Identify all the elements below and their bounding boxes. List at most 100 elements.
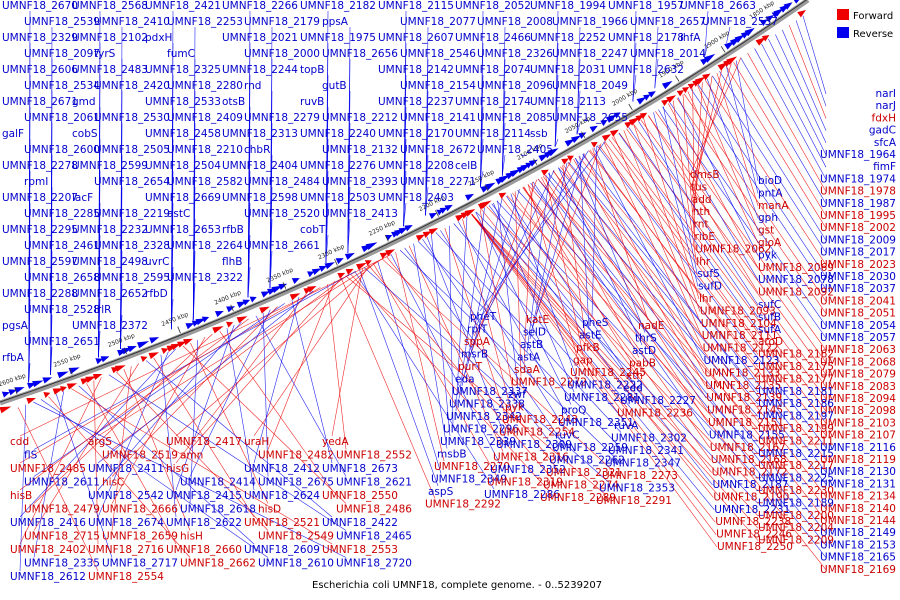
mid-gene-label: UMNF18_2175 <box>758 361 834 373</box>
forward-gene-feature <box>761 34 770 42</box>
outer-gene-label: UMNF18_2606 <box>2 64 78 76</box>
forward-gene-feature <box>428 227 439 235</box>
mid-gene-connector <box>658 109 759 281</box>
right-gene-label: UMNF18_2116 <box>820 442 896 454</box>
outer-gene-label: UMNF18_2096 <box>477 80 553 92</box>
outer-gene-connector <box>170 298 174 330</box>
forward-gene-feature <box>694 76 706 86</box>
bottom-gene-connector <box>108 374 347 531</box>
outer-gene-label: UMNF18_2534 <box>24 80 100 92</box>
reverse-gene-feature <box>127 345 137 353</box>
reverse-gene-feature <box>793 0 800 4</box>
bottom-gene-label: UMNF18_2662 <box>180 558 256 570</box>
reverse-gene-feature <box>547 148 559 157</box>
inner-gene-connector <box>359 269 439 487</box>
bottom-gene-connector <box>71 388 333 545</box>
bottom-gene-label: UMNF18_2611 <box>24 477 100 489</box>
bottom-gene-label: UMNF18_2554 <box>88 571 164 583</box>
outer-gene-label: lacF <box>72 192 93 204</box>
bottom-gene-label: UMNF18_2411 <box>88 463 164 475</box>
bottom-gene-label: UMNF18_2659 <box>102 531 178 543</box>
inner-gene-label: UMNF18_2254 <box>499 427 575 439</box>
inner-gene-connector <box>535 143 602 315</box>
mid-gene-label: UMNF18_2123 <box>704 355 780 367</box>
position-tick <box>435 210 439 217</box>
right-gene-connector <box>662 106 827 339</box>
outer-gene-label: UMNF18_2653 <box>145 224 221 236</box>
mid-gene-label: UMNF18_2093 <box>700 305 776 317</box>
right-gene-label: UMNF18_1987 <box>820 198 896 210</box>
bottom-gene-label: UMNF18_2479 <box>24 504 100 516</box>
bottom-gene-label: UMNF18_2519 <box>102 450 178 462</box>
mid-gene-connector <box>667 103 759 268</box>
outer-gene-label: UMNF18_2113 <box>530 96 606 108</box>
right-gene-label: UMNF18_1964 <box>820 149 896 161</box>
forward-gene-feature <box>479 200 492 209</box>
inner-gene-label: UMNF18_2351 <box>558 417 634 429</box>
mid-gene-label: UMNF18_2122 <box>703 343 779 355</box>
outer-gene-label: UMNF18_2498 <box>72 256 148 268</box>
outer-gene-connector <box>98 298 101 358</box>
outer-gene-label: UMNF18_2670 <box>2 0 78 12</box>
outer-gene-label: rnd <box>244 80 261 92</box>
outer-gene-label: UMNF18_2654 <box>94 176 170 188</box>
bottom-gene-label: UMNF18_2715 <box>24 531 100 543</box>
outer-gene-label: UMNF18_2000 <box>244 48 320 60</box>
bottom-gene-label: cdd <box>10 436 29 448</box>
mid-gene-label: UMNF18_2151 <box>708 417 784 429</box>
backbone-band <box>0 0 810 406</box>
inner-gene-label: UMNF18_2259 <box>552 442 628 454</box>
bottom-gene-label: flS <box>24 450 38 462</box>
right-gene-label: UMNF18_2144 <box>820 515 896 527</box>
right-gene-label: UMNF18_2051 <box>820 308 896 320</box>
outer-gene-label: fumC <box>167 48 195 60</box>
reverse-gene-feature <box>783 2 793 10</box>
forward-gene-feature <box>797 9 806 18</box>
mid-gene-connector <box>663 106 698 275</box>
outer-gene-label: UMNF18_2328 <box>94 240 170 252</box>
bottom-gene-connector <box>19 404 27 572</box>
inner-gene-label: msrB <box>461 349 488 361</box>
reverse-gene-feature <box>214 310 224 318</box>
outer-gene-label: UMNF18_2504 <box>145 160 221 172</box>
outer-gene-label: rfbB <box>222 224 244 236</box>
right-gene-connector <box>698 84 827 278</box>
outer-gene-label: ruvB <box>300 96 324 108</box>
mid-gene-connector <box>643 118 700 300</box>
forward-gene-feature <box>66 383 78 390</box>
inner-gene-connector <box>488 205 631 396</box>
mid-gene-connector <box>471 214 718 548</box>
bottom-gene-label: UMNF18_2542 <box>88 490 164 502</box>
outer-gene-label: UMNF18_2410 <box>94 16 170 28</box>
outer-gene-label: UMNF18_2247 <box>552 48 628 60</box>
outer-gene-connector <box>480 170 484 188</box>
mid-gene-connector <box>693 82 703 225</box>
mid-gene-label: lhr <box>699 293 714 305</box>
right-gene-connector <box>530 182 827 558</box>
position-tick <box>628 103 633 111</box>
backbone-line <box>0 0 808 403</box>
bottom-gene-connector <box>93 380 99 545</box>
right-gene-connector <box>522 186 827 570</box>
backbone-arc <box>0 0 810 406</box>
inner-gene-connector <box>523 181 533 365</box>
outer-gene-connector <box>325 202 329 264</box>
reverse-gene-feature <box>185 323 195 330</box>
inner-gene-label: pyk <box>505 402 525 414</box>
mid-gene-label: UMNF18_2199 <box>758 423 834 435</box>
reverse-gene-feature <box>324 262 335 270</box>
right-gene-connector <box>683 93 827 302</box>
position-tick-label: 2250 kbp <box>368 219 397 238</box>
outer-gene-label: UMNF18_2115 <box>378 0 454 12</box>
mid-gene-connector <box>682 94 696 250</box>
inner-gene-connector <box>475 212 572 405</box>
right-gene-label: UMNF18_2023 <box>820 259 896 271</box>
right-gene-label: narJ <box>875 100 896 112</box>
outer-gene-label: UMNF18_2656 <box>322 48 398 60</box>
outer-gene-label: UMNF18_2409 <box>167 112 243 124</box>
reverse-gene-feature <box>613 112 621 119</box>
reverse-gene-feature <box>464 193 475 201</box>
bottom-gene-label: UMNF18_2414 <box>180 477 256 489</box>
outer-gene-label: UMNF18_2661 <box>244 240 320 252</box>
bottom-gene-connector <box>33 363 139 531</box>
